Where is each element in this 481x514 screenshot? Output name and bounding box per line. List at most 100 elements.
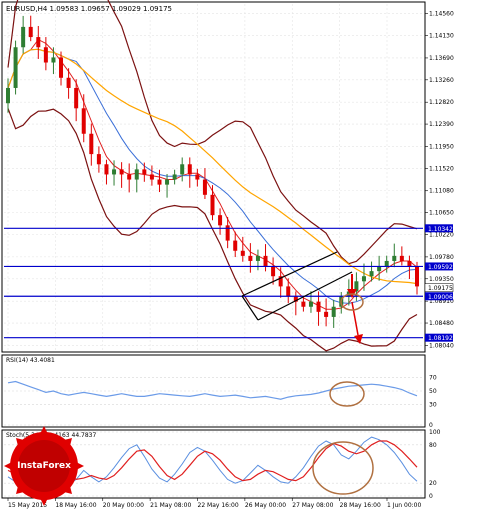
forecast-arrow <box>347 274 363 344</box>
price-highlight-circle <box>340 293 364 311</box>
stoch-tick-label: 0 <box>429 493 433 500</box>
level-tag <box>425 262 453 271</box>
price-tick-label: 1.12390 <box>429 121 454 128</box>
price-axis: 1.14560 1.14130 1.13690 1.13260 1.12820 1.123… <box>425 11 454 349</box>
level-price-tags: 1.10342 1.09592 1.09006 1.08192 1.09175 <box>424 224 454 342</box>
wedge-lower-line <box>257 271 353 321</box>
time-tick-label: 15 May 2015 <box>8 502 47 509</box>
price-tick-label: 1.11080 <box>429 188 454 195</box>
price-tick-label: 1.09350 <box>429 276 454 283</box>
rsi-tick-label: 50 <box>429 388 437 395</box>
logo-text: InstaForex <box>17 461 71 471</box>
candle-body <box>59 57 64 78</box>
price-tick-label: 1.13690 <box>429 55 454 62</box>
level-tag-label: 1.09592 <box>428 264 453 271</box>
level-tag-label: 1.09006 <box>428 294 453 301</box>
rsi-highlight-circle <box>329 381 365 407</box>
candle-body <box>369 271 374 277</box>
rsi-line <box>7 380 418 400</box>
candle-body <box>354 281 359 292</box>
level-tag-label: 1.10342 <box>428 226 453 233</box>
candle-body <box>165 179 170 185</box>
price-tick-label: 1.14560 <box>429 11 454 18</box>
rsi-tick-label: 70 <box>429 374 437 381</box>
price-tick-label: 1.10650 <box>429 210 454 217</box>
price-tick-label: 1.11520 <box>429 165 454 172</box>
candle-body <box>263 255 268 267</box>
support-resistance-levels <box>4 227 423 339</box>
instaforex-logo: InstaForex <box>4 426 84 506</box>
stoch-highlight-circle <box>312 441 374 495</box>
candle-body <box>407 260 412 267</box>
candle-body <box>278 276 283 287</box>
stoch-axis: 100 80 20 0 <box>429 429 441 500</box>
candle-body <box>331 306 336 317</box>
level-tag <box>425 224 453 233</box>
rsi-title: RSI(14) 43.4081 <box>6 357 55 364</box>
candle-body <box>301 301 306 307</box>
candlestick-series <box>6 15 419 328</box>
level-tag <box>425 292 453 301</box>
candle-body <box>308 301 313 307</box>
time-tick-label: 21 May 08:00 <box>150 502 191 509</box>
rsi-tick-label: 30 <box>429 402 437 409</box>
time-tick-label: 27 May 08:00 <box>292 502 333 509</box>
candle-body <box>104 164 109 175</box>
candle-body <box>286 286 291 297</box>
symbol-info: EURUSD,H4 1.09583 1.09657 1.09029 1.0917… <box>6 5 172 13</box>
candle-body <box>248 255 253 261</box>
candle-body <box>255 255 260 261</box>
stoch-grid <box>4 431 423 497</box>
time-axis: 15 May 2015 18 May 16:00 20 May 00:00 21 Ma… <box>7 498 421 509</box>
candle-body <box>6 87 10 104</box>
candle-body <box>51 57 56 63</box>
candle-body <box>240 250 245 256</box>
candle-body <box>134 169 139 180</box>
candle-body <box>324 311 329 317</box>
time-tick-label: 26 May 00:00 <box>245 502 286 509</box>
candle-body <box>112 169 117 175</box>
time-tick-label: 20 May 00:00 <box>103 502 144 509</box>
rsi-tick-label: 0 <box>429 422 433 429</box>
level-tag-label: 1.08192 <box>428 335 453 342</box>
candle-body <box>392 255 397 261</box>
stoch-tick-label: 20 <box>429 480 437 487</box>
candle-body <box>172 174 177 180</box>
candle-body <box>89 133 94 155</box>
candle-body <box>316 301 321 312</box>
candle-body <box>157 179 162 185</box>
candle-body <box>21 26 26 48</box>
candle-body <box>377 266 382 272</box>
time-tick-label: 28 May 16:00 <box>340 502 381 509</box>
candle-body <box>149 174 154 180</box>
candle-body <box>142 169 147 175</box>
rsi-axis: 70 50 30 0 <box>429 374 437 429</box>
candle-body <box>233 240 238 251</box>
wedge-upper-line <box>241 251 338 297</box>
stoch-tick-label: 80 <box>429 442 437 449</box>
candle-body <box>180 164 185 175</box>
wedge-inner-line <box>241 295 259 321</box>
price-tick-label: 1.12820 <box>429 99 454 106</box>
price-tick-label: 1.14130 <box>429 33 454 40</box>
price-tick-label: 1.11950 <box>429 143 454 150</box>
stochastic-lines <box>7 436 418 486</box>
ma-slow-line <box>7 48 418 285</box>
current-price-label: 1.09175 <box>428 285 453 292</box>
candle-body <box>28 26 33 38</box>
price-tick-label: 1.09780 <box>429 254 454 261</box>
candle-body <box>81 108 86 134</box>
candle-body <box>271 266 276 277</box>
current-price-tag <box>424 283 454 292</box>
time-tick-label: 1 Jun 00:00 <box>387 502 421 509</box>
price-tick-label: 1.08040 <box>429 342 454 349</box>
price-tick-label: 1.08480 <box>429 320 454 327</box>
candle-body <box>361 276 366 282</box>
candle-body <box>96 154 101 165</box>
candle-body <box>36 37 41 48</box>
candle-body <box>66 77 71 88</box>
candle-body <box>415 266 419 287</box>
stoch-signal-series <box>7 440 418 482</box>
